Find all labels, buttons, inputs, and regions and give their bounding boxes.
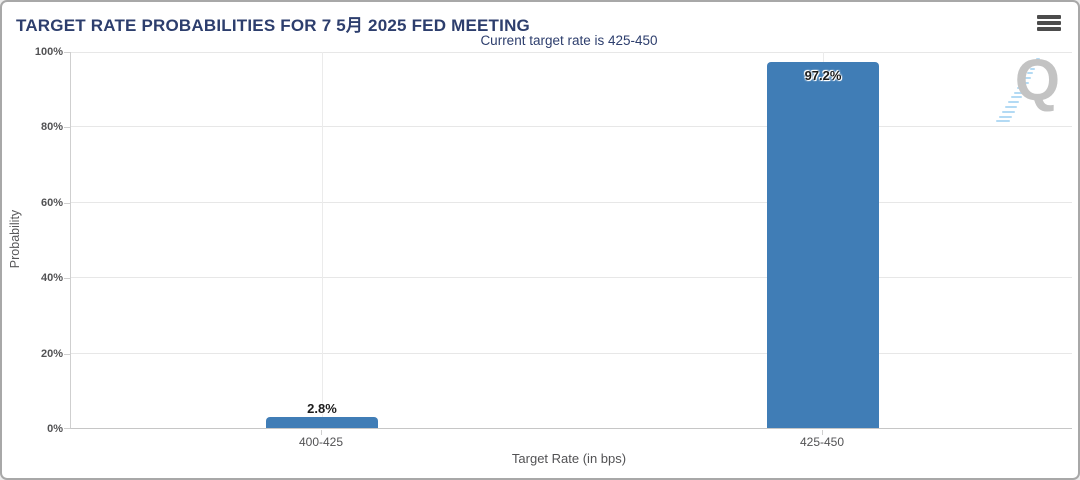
y-tick-label: 40% [40,272,63,285]
y-tick-label: 80% [40,121,63,134]
y-axis-tick [64,278,70,280]
hamburger-bar [1037,27,1061,31]
gridline-horizontal [71,277,1072,279]
bar-value-label: 97.2% [804,68,842,83]
bar-400-425[interactable] [266,417,378,428]
x-axis-tick [822,430,823,435]
hamburger-menu-icon[interactable] [1037,15,1061,31]
x-axis-title: Target Rate (in bps) [511,451,627,466]
gridline-horizontal [71,126,1072,128]
hamburger-bar [1037,15,1061,19]
y-tick-label: 20% [40,347,63,360]
x-axis-tick [321,430,322,435]
y-axis: 0% 20% 40% 60% 80% 100% [2,46,63,435]
bar-425-450[interactable] [767,62,879,428]
y-axis-tick [64,127,70,129]
y-tick-label: 60% [40,196,63,209]
bar-value-label: 2.8% [307,401,337,416]
x-category-label: 425-450 [799,435,845,449]
plot-area: 2.8% 97.2% [64,52,1072,429]
y-tick-label: 100% [34,46,63,58]
hamburger-bar [1037,21,1061,25]
gridline-vertical [322,52,323,428]
gridline-horizontal [71,352,1072,354]
y-axis-tick [64,202,70,204]
gridline-horizontal [71,201,1072,203]
chart-title: TARGET RATE PROBABILITIES FOR 7 5月 2025 … [16,16,530,35]
y-tick-label: 0% [47,423,63,435]
y-axis-tick [64,428,70,429]
chart-subtitle: Current target rate is 425-450 [480,33,658,48]
gridline-horizontal [71,52,1072,53]
x-category-label: 400-425 [298,435,344,449]
y-axis-tick [64,52,70,53]
y-axis-tick [64,353,70,355]
